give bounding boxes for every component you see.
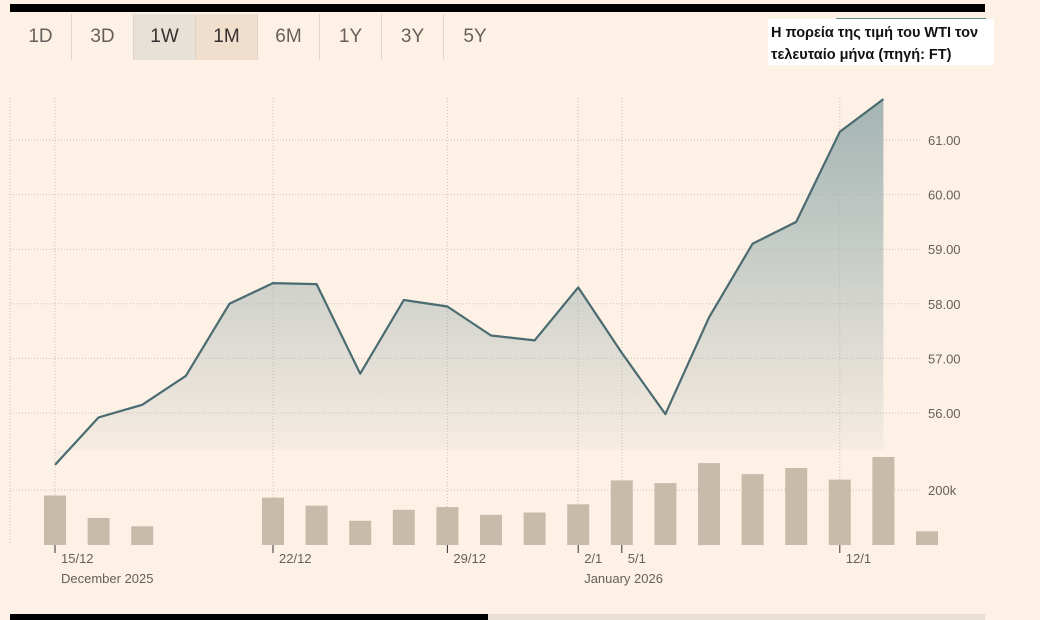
- volume-bar: [916, 531, 938, 546]
- volume-bar: [654, 483, 677, 545]
- range-tabs: 1D 3D 1W 1M 6M 1Y 3Y 5Y: [10, 14, 506, 60]
- volume-bar: [872, 457, 895, 545]
- price-area: [55, 99, 884, 465]
- volume-bar: [392, 509, 415, 545]
- x-tick-label: 29/12: [453, 551, 486, 566]
- tab-1w[interactable]: 1W: [134, 14, 196, 60]
- volume-bar: [87, 518, 110, 545]
- x-tick-label: 22/12: [279, 551, 312, 566]
- volume-bar: [567, 504, 590, 545]
- scroll-progress-track: [488, 614, 985, 620]
- y-tick-label: 57.00: [928, 351, 961, 366]
- y-tick-label: 56.00: [928, 406, 961, 421]
- y-tick-label: 58.00: [928, 297, 961, 312]
- x-period-label: December 2025: [61, 571, 154, 586]
- x-tick-label: 2/1: [584, 551, 602, 566]
- caption-line-2: τελευταίο μήνα (πηγή: FT): [771, 47, 952, 63]
- y-tick-label: 59.00: [928, 242, 961, 257]
- volume-bar: [610, 480, 633, 545]
- scroll-progress-bar: [10, 614, 488, 620]
- x-tick-label: 15/12: [61, 551, 94, 566]
- y-tick-label: 61.00: [928, 133, 961, 148]
- volume-bar: [349, 520, 372, 545]
- volume-bar: [480, 514, 502, 546]
- volume-bar: [131, 526, 154, 545]
- chart-caption: Η πορεία της τιμή του WTI τον τελευταίο …: [768, 19, 994, 65]
- top-rule: [10, 4, 985, 12]
- price-line: [54, 98, 885, 466]
- tab-5y[interactable]: 5Y: [463, 26, 487, 47]
- tab-3d[interactable]: 3D: [72, 14, 134, 60]
- volume-bar: [262, 497, 284, 545]
- volume-bar: [523, 512, 546, 545]
- volume-bar: [305, 505, 328, 545]
- tab-1y[interactable]: 1Y: [320, 14, 382, 60]
- tab-1m[interactable]: 1M: [196, 14, 258, 60]
- x-period-label: January 2026: [584, 571, 663, 586]
- volume-bar: [828, 479, 851, 546]
- volume-bar: [44, 495, 66, 545]
- tab-6m[interactable]: 6M: [258, 14, 320, 60]
- volume-bar: [741, 474, 764, 546]
- volume-bar: [785, 468, 808, 545]
- caption-line-1: Η πορεία της τιμή του WTI τον: [771, 25, 979, 41]
- x-tick-label: 12/1: [846, 551, 871, 566]
- tab-1d[interactable]: 1D: [10, 14, 72, 60]
- x-tick-label: 5/1: [628, 551, 646, 566]
- volume-bar: [698, 463, 720, 546]
- tab-3y[interactable]: 3Y: [382, 14, 444, 60]
- volume-bar: [436, 507, 459, 546]
- volume-tick-label: 200k: [928, 483, 957, 498]
- y-tick-label: 60.00: [928, 188, 961, 203]
